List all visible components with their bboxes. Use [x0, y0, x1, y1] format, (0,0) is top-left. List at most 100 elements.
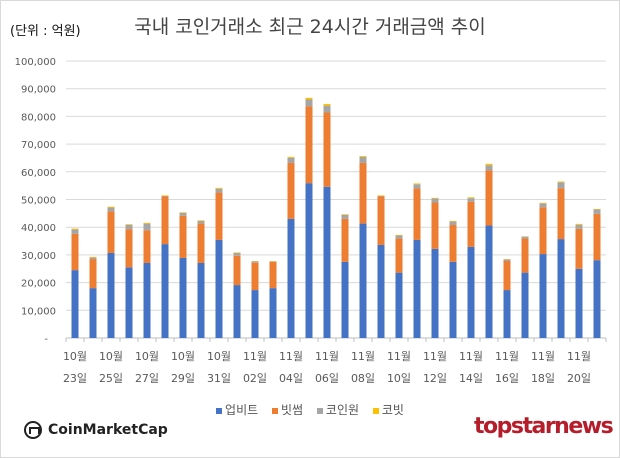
x-tick-label-day: 02일: [243, 371, 267, 385]
x-tick-label-day: 31일: [207, 371, 231, 385]
x-tick-label-day: 12일: [423, 371, 447, 385]
bar-segment-코인원: [251, 261, 259, 263]
x-tick-label-day: 25일: [99, 371, 123, 385]
coinmarketcap-text: CoinMarketCap: [48, 422, 168, 438]
legend-swatch: [216, 407, 223, 414]
bar-segment-코인원: [107, 207, 115, 212]
bar-segment-코빗: [575, 223, 583, 225]
x-tick-label-month: 11월: [387, 350, 411, 363]
bar-segment-코빗: [359, 156, 367, 157]
bar-segment-코인원: [323, 105, 331, 113]
legend-label: 업비트: [225, 403, 259, 417]
x-tick-label-month: 11월: [423, 350, 447, 363]
x-tick-label-day: 10일: [387, 371, 411, 385]
bar-segment-빗썸: [503, 260, 511, 291]
bar-segment-코인원: [179, 212, 187, 216]
bar-segment-코인원: [215, 188, 223, 193]
bar-segment-빗썸: [197, 223, 205, 263]
bar-segment-코빗: [323, 103, 331, 106]
bar-segment-업비트: [575, 268, 583, 338]
bar-segment-업비트: [503, 290, 511, 338]
bar-segment-코인원: [395, 235, 403, 239]
x-tick-label-day: 16일: [495, 371, 519, 385]
y-tick-label: 80,000: [21, 112, 56, 123]
bar-segment-코인원: [557, 182, 565, 189]
bar-segment-빗썸: [161, 196, 169, 245]
coinmarketcap-icon: [24, 421, 42, 439]
bar-segment-빗썸: [287, 162, 295, 219]
y-tick-label: -: [44, 334, 48, 345]
bar-segment-코빗: [485, 163, 493, 166]
bar-segment-코인원: [125, 224, 133, 230]
bar-segment-코빗: [197, 220, 205, 221]
bar-segment-업비트: [485, 225, 493, 338]
bar-segment-업비트: [143, 262, 151, 338]
bar-segment-업비트: [233, 285, 241, 338]
bar-segment-업비트: [269, 288, 277, 338]
x-tick-label-day: 18일: [531, 371, 555, 385]
bar-segment-코빗: [161, 195, 169, 196]
bar-segment-빗썸: [575, 228, 583, 269]
bar-segment-빗썸: [359, 162, 367, 224]
bar-segment-업비트: [467, 246, 475, 338]
x-tick-label-day: 29일: [171, 371, 195, 385]
y-tick-label: 20,000: [21, 279, 56, 290]
y-tick-label: 50,000: [21, 196, 56, 207]
x-tick-label-day: 27일: [135, 371, 159, 385]
legend-item-korbit: 코빗: [372, 403, 404, 417]
bar-segment-업비트: [107, 252, 115, 338]
x-tick-label-month: 11월: [459, 350, 483, 363]
bar-segment-코인원: [539, 203, 547, 208]
unit-label: (단위 : 억원): [10, 24, 81, 39]
bar-segment-업비트: [413, 239, 421, 338]
x-tick-label-day: 06일: [315, 371, 339, 385]
bar-segment-코빗: [395, 234, 403, 236]
bar-segment-업비트: [323, 186, 331, 338]
bar-segment-빗썸: [179, 215, 187, 258]
bar-segment-업비트: [359, 223, 367, 338]
bar-segment-업비트: [557, 239, 565, 338]
bar-segment-코빗: [305, 97, 313, 100]
bar-segment-업비트: [197, 262, 205, 338]
bar-segment-빗썸: [269, 261, 277, 289]
bar-segment-코빗: [107, 206, 115, 208]
bar-segment-코인원: [71, 229, 79, 234]
bar-segment-코빗: [233, 252, 241, 253]
bar-segment-코인원: [233, 252, 241, 256]
bar-segment-코인원: [467, 198, 475, 202]
x-tick-label-month: 11월: [315, 350, 339, 363]
x-tick-label-month: 11월: [351, 350, 375, 363]
x-tick-label-day: 08일: [351, 371, 375, 385]
bar-segment-빗썸: [89, 259, 97, 289]
bar-segment-업비트: [539, 254, 547, 338]
bar-segment-코빗: [215, 187, 223, 189]
coinmarketcap-logo: CoinMarketCap: [24, 421, 168, 439]
bar-segment-코빗: [557, 181, 565, 183]
bar-segment-코인원: [197, 220, 205, 224]
x-tick-label-day: 04일: [279, 371, 303, 385]
topstarnews-logo: topstarnews: [474, 414, 614, 439]
legend-item-coinone: 코인원: [316, 403, 359, 417]
bar-segment-코빗: [287, 156, 295, 158]
x-tick-label-month: 10월: [207, 350, 231, 363]
bar-segment-코인원: [341, 214, 349, 219]
bar-segment-업비트: [251, 290, 259, 338]
bar-segment-업비트: [341, 261, 349, 338]
bar-segment-업비트: [593, 260, 601, 338]
legend-swatch: [372, 407, 379, 414]
x-tick-label-month: 11월: [243, 350, 267, 363]
bar-segment-빗썸: [143, 230, 151, 263]
bar-segment-코인원: [269, 261, 277, 262]
bar-segment-코인원: [521, 236, 529, 239]
bar-segment-코빗: [593, 208, 601, 210]
bar-segment-빗썸: [485, 170, 493, 226]
bar-segment-업비트: [287, 218, 295, 338]
bar-segment-코인원: [377, 195, 385, 197]
bar-segment-코인원: [305, 99, 313, 107]
bar-segment-코빗: [467, 197, 475, 199]
x-tick-label-month: 10월: [135, 350, 159, 363]
bar-segment-빗썸: [251, 262, 259, 291]
bar-segment-코인원: [359, 156, 367, 163]
bar-segment-업비트: [521, 272, 529, 338]
